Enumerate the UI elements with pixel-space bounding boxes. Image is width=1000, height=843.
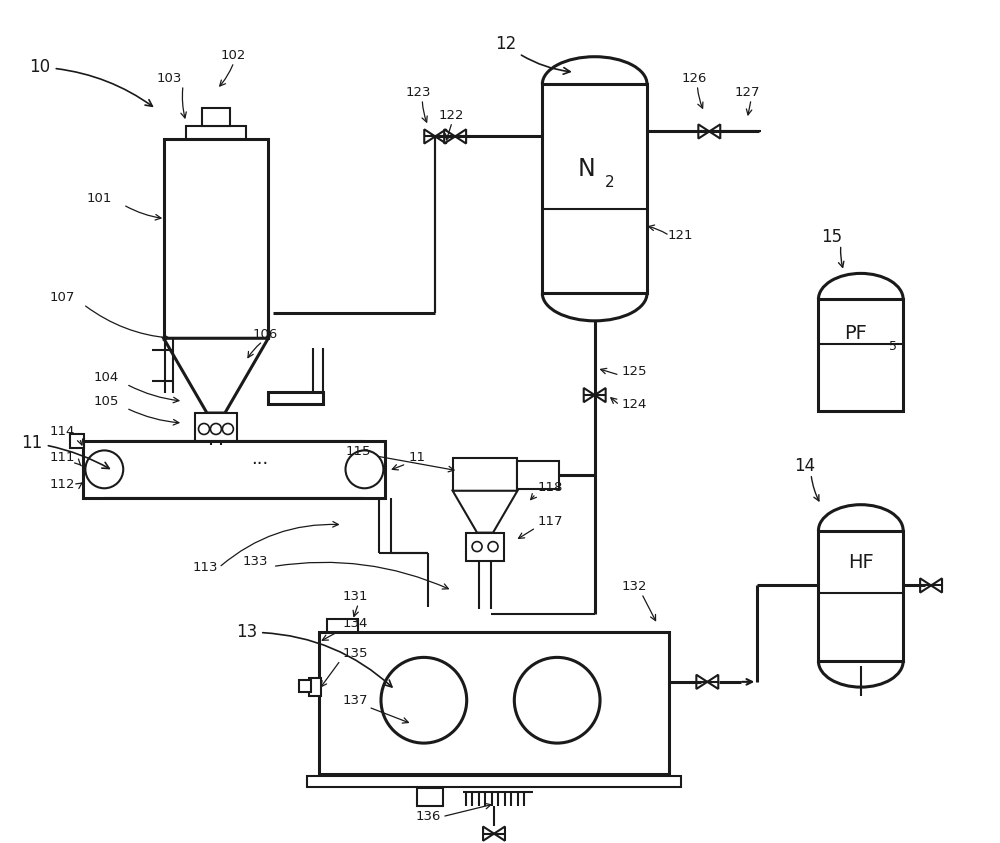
Polygon shape (709, 124, 720, 138)
Text: 11: 11 (22, 434, 109, 469)
Text: 103: 103 (156, 72, 182, 85)
Polygon shape (453, 491, 517, 533)
Polygon shape (584, 388, 595, 402)
Polygon shape (435, 129, 446, 143)
Text: 104: 104 (93, 371, 119, 384)
Text: 132: 132 (622, 581, 647, 593)
Bar (542, 84, 647, 293)
Text: 12: 12 (495, 35, 570, 74)
Text: 114: 114 (49, 425, 75, 438)
Circle shape (488, 541, 498, 551)
Text: 127: 127 (734, 86, 760, 99)
Text: 117: 117 (538, 515, 563, 528)
Text: 102: 102 (221, 49, 246, 62)
Text: 118: 118 (538, 481, 563, 494)
Bar (307, 776, 681, 787)
Bar (327, 620, 358, 632)
Circle shape (222, 423, 233, 434)
Text: 115: 115 (346, 445, 371, 458)
Bar (818, 299, 903, 411)
Circle shape (514, 658, 600, 743)
Text: PF: PF (844, 324, 867, 343)
Bar (319, 632, 669, 774)
Polygon shape (483, 826, 494, 840)
Text: N: N (578, 157, 596, 181)
Bar (299, 679, 311, 692)
Text: 131: 131 (343, 590, 368, 604)
Polygon shape (424, 129, 435, 143)
Polygon shape (444, 129, 455, 143)
Text: 136: 136 (416, 809, 441, 823)
Text: 106: 106 (253, 328, 278, 341)
Bar (83, 441, 385, 497)
Text: 135: 135 (343, 647, 368, 660)
Circle shape (472, 541, 482, 551)
Text: ...: ... (251, 450, 268, 469)
Text: 134: 134 (343, 617, 368, 631)
Text: 5: 5 (889, 340, 897, 352)
Text: 14: 14 (794, 457, 815, 475)
Circle shape (198, 423, 209, 434)
Polygon shape (707, 674, 718, 689)
Circle shape (85, 450, 123, 488)
Polygon shape (455, 129, 466, 143)
Circle shape (381, 658, 467, 743)
Text: 125: 125 (622, 365, 647, 379)
Circle shape (346, 450, 383, 488)
Bar (417, 788, 443, 806)
Polygon shape (494, 826, 505, 840)
Text: 111: 111 (49, 451, 75, 464)
Polygon shape (595, 388, 606, 402)
Bar (186, 126, 246, 139)
Bar (309, 678, 321, 696)
Text: 10: 10 (30, 58, 152, 106)
Polygon shape (931, 578, 942, 593)
Bar (453, 458, 517, 491)
Text: 11: 11 (408, 451, 425, 464)
Polygon shape (920, 578, 931, 593)
Text: 123: 123 (405, 86, 431, 99)
Text: 122: 122 (438, 109, 464, 122)
Bar (517, 461, 559, 489)
Bar (164, 139, 268, 338)
Polygon shape (698, 124, 709, 138)
Text: 101: 101 (86, 191, 112, 205)
Text: 113: 113 (193, 561, 219, 573)
Text: 124: 124 (622, 398, 647, 411)
Bar (818, 530, 903, 661)
Text: 2: 2 (605, 175, 614, 191)
Polygon shape (696, 674, 707, 689)
Text: HF: HF (848, 553, 874, 572)
Bar (70, 434, 84, 448)
Text: 121: 121 (667, 228, 693, 242)
Bar (466, 533, 504, 561)
Text: 133: 133 (243, 555, 268, 567)
Circle shape (210, 423, 221, 434)
Bar (195, 413, 237, 445)
Text: 137: 137 (343, 694, 368, 707)
Text: 107: 107 (49, 292, 75, 304)
Text: 15: 15 (821, 228, 842, 245)
Bar (268, 392, 323, 404)
Polygon shape (164, 338, 268, 413)
Text: 13: 13 (236, 623, 392, 687)
Text: 112: 112 (49, 478, 75, 491)
Text: 126: 126 (681, 72, 707, 85)
Bar (202, 108, 230, 126)
Text: 105: 105 (93, 395, 119, 408)
